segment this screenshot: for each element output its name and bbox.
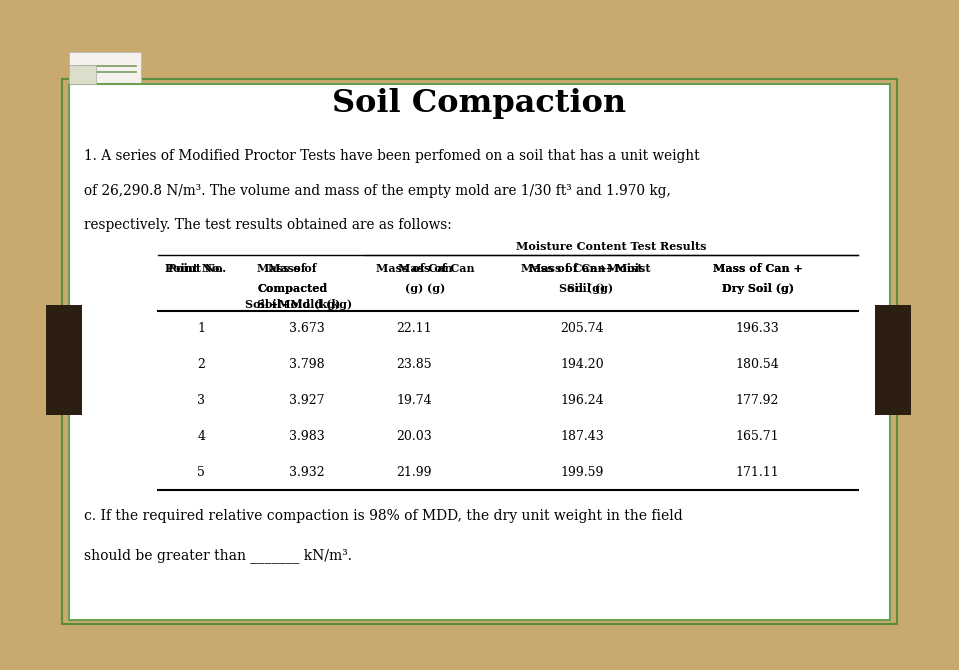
Text: Dry Soil (g): Dry Soil (g) xyxy=(721,283,794,293)
Bar xyxy=(46,305,82,415)
Text: 194.20: 194.20 xyxy=(560,358,604,371)
Text: 20.03: 20.03 xyxy=(396,430,433,443)
Text: respectively. The test results obtained are as follows:: respectively. The test results obtained … xyxy=(84,218,452,232)
Bar xyxy=(69,65,96,84)
Text: 171.11: 171.11 xyxy=(736,466,780,479)
Text: 3: 3 xyxy=(198,394,205,407)
Text: Mass of Can+Moist: Mass of Can+Moist xyxy=(529,263,650,274)
Text: Mass of: Mass of xyxy=(257,263,306,274)
Text: 199.59: 199.59 xyxy=(560,466,604,479)
Text: 3.983: 3.983 xyxy=(289,430,325,443)
Bar xyxy=(69,52,141,84)
Text: 3.932: 3.932 xyxy=(289,466,325,479)
Text: 3.927: 3.927 xyxy=(289,394,325,407)
Text: Moisture Content Test Results: Moisture Content Test Results xyxy=(516,241,706,252)
Text: 19.74: 19.74 xyxy=(396,394,433,407)
Text: 165.71: 165.71 xyxy=(736,430,780,443)
Text: 23.85: 23.85 xyxy=(396,358,433,371)
Text: 196.24: 196.24 xyxy=(560,394,604,407)
Text: Mass of Can: Mass of Can xyxy=(398,263,475,274)
Text: 177.92: 177.92 xyxy=(736,394,780,407)
Text: Soil+Mold (kg): Soil+Mold (kg) xyxy=(245,299,340,310)
Text: Soil+Mold (kg): Soil+Mold (kg) xyxy=(257,299,352,310)
Bar xyxy=(875,305,911,415)
Text: 180.54: 180.54 xyxy=(736,358,780,371)
Text: Dry Soil (g): Dry Soil (g) xyxy=(721,283,794,293)
Text: 5: 5 xyxy=(198,466,205,479)
Text: 3.673: 3.673 xyxy=(289,322,325,336)
Text: Soil Compaction: Soil Compaction xyxy=(333,88,626,119)
Text: Compacted: Compacted xyxy=(257,283,328,293)
Text: (g): (g) xyxy=(427,283,446,293)
Text: 2: 2 xyxy=(198,358,205,371)
Text: Mass of Can+Moist: Mass of Can+Moist xyxy=(522,263,643,274)
Text: 4: 4 xyxy=(198,430,205,443)
Text: c. If the required relative compaction is 98% of MDD, the dry unit weight in the: c. If the required relative compaction i… xyxy=(84,509,683,523)
Text: Mass of Can +: Mass of Can + xyxy=(713,263,803,274)
Text: 187.43: 187.43 xyxy=(560,430,604,443)
Text: 1. A series of Modified Proctor Tests have been perfomed on a soil that has a un: 1. A series of Modified Proctor Tests ha… xyxy=(84,149,700,163)
Bar xyxy=(62,79,897,624)
Text: Soil (g): Soil (g) xyxy=(559,283,605,293)
Text: 1: 1 xyxy=(198,322,205,336)
Text: should be greater than _______ kN/m³.: should be greater than _______ kN/m³. xyxy=(84,548,352,563)
Text: Mass of: Mass of xyxy=(269,263,316,274)
Text: Compacted: Compacted xyxy=(257,283,327,293)
Text: Soil (g): Soil (g) xyxy=(567,283,613,293)
Text: Mass of Can: Mass of Can xyxy=(376,263,453,274)
Text: (g): (g) xyxy=(405,283,424,293)
Text: Point No.: Point No. xyxy=(168,263,225,274)
Text: 21.99: 21.99 xyxy=(396,466,433,479)
Text: Mass of Can +: Mass of Can + xyxy=(713,263,803,274)
Bar xyxy=(69,84,890,620)
Text: 205.74: 205.74 xyxy=(560,322,604,336)
Text: 196.33: 196.33 xyxy=(736,322,780,336)
Text: Point No.: Point No. xyxy=(165,263,223,274)
Text: 22.11: 22.11 xyxy=(396,322,433,336)
Text: of 26,290.8 N/m³. The volume and mass of the empty mold are 1/30 ft³ and 1.970 k: of 26,290.8 N/m³. The volume and mass of… xyxy=(84,184,671,198)
Text: 3.798: 3.798 xyxy=(289,358,325,371)
